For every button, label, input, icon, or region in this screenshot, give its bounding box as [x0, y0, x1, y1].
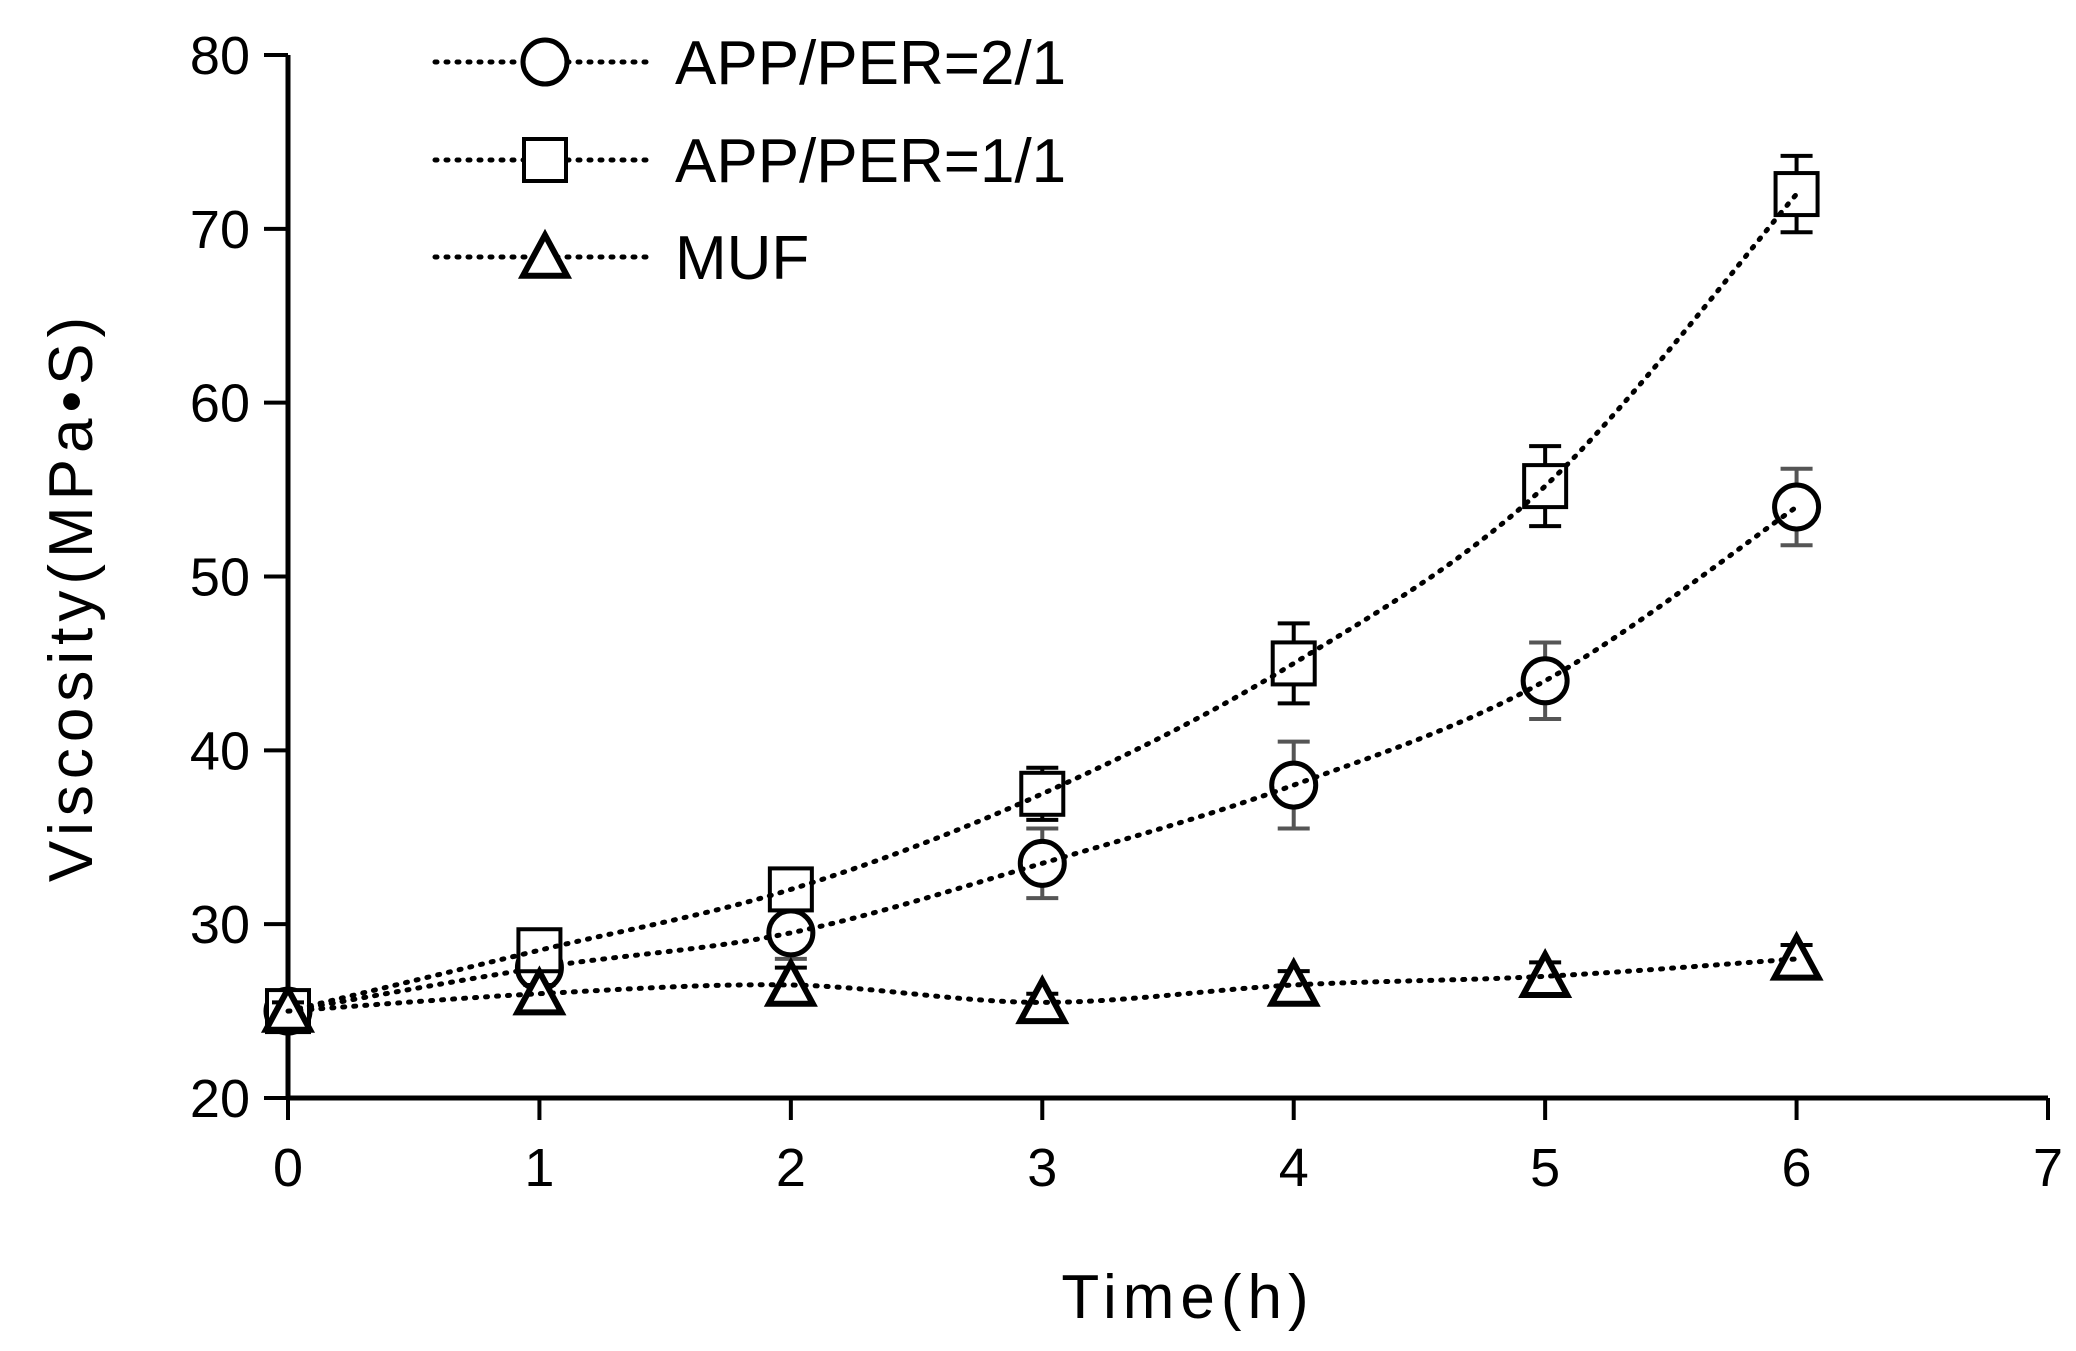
- triangle-marker: [517, 228, 573, 279]
- legend: APP/PER=2/1 APP/PER=1/1 MUF: [432, 29, 1066, 293]
- legend-entry: APP/PER=1/1: [432, 127, 1066, 196]
- series-triangle: [260, 930, 1824, 1033]
- y-tick-label: 50: [190, 548, 250, 608]
- y-axis-title: Viscosity(MPa•S): [37, 311, 106, 882]
- triangle-marker: [1769, 930, 1824, 981]
- triangle-marker: [763, 956, 818, 1007]
- x-tick-label: 2: [776, 1138, 806, 1198]
- square-marker: [516, 927, 563, 974]
- y-tick-label: 80: [190, 26, 250, 86]
- y-tick-label: 20: [190, 1069, 250, 1129]
- series-line: [285, 504, 1800, 1014]
- x-tick-label: 6: [1782, 1138, 1812, 1198]
- circle-marker: [1772, 482, 1822, 532]
- series-line: [285, 956, 1800, 1014]
- square-marker: [1019, 770, 1066, 817]
- circle-marker: [1520, 656, 1570, 706]
- x-axis-title: Time(h): [1061, 1263, 1314, 1332]
- triangle-marker: [1266, 956, 1321, 1007]
- y-tick-label: 70: [190, 200, 250, 260]
- x-tick-label: 5: [1530, 1138, 1560, 1198]
- x-tick-label: 7: [2033, 1138, 2063, 1198]
- legend-label: MUF: [675, 224, 809, 293]
- x-tick-label: 0: [273, 1138, 303, 1198]
- legend-label: APP/PER=1/1: [675, 127, 1066, 196]
- x-tick-label: 4: [1279, 1138, 1309, 1198]
- y-tick-label: 30: [190, 895, 250, 955]
- legend-label: APP/PER=2/1: [675, 29, 1066, 98]
- y-tick-label: 40: [190, 721, 250, 781]
- square-marker: [522, 137, 568, 183]
- series-circle: [263, 466, 1822, 1036]
- series-square: [265, 153, 1820, 1035]
- legend-entry: MUF: [432, 224, 809, 293]
- series-line: [285, 191, 1800, 1014]
- series-layer: [260, 153, 1824, 1036]
- y-axis-ticks: 20 30 40 50 60 70 80: [190, 26, 288, 1129]
- triangle-marker: [1518, 948, 1573, 999]
- x-axis-ticks: 0 1 2 3 4 5 6 7: [273, 1098, 2063, 1198]
- x-tick-label: 3: [1027, 1138, 1057, 1198]
- y-tick-label: 60: [190, 374, 250, 434]
- legend-entry: APP/PER=2/1: [432, 29, 1066, 98]
- triangle-marker: [1015, 974, 1070, 1025]
- x-tick-label: 1: [524, 1138, 554, 1198]
- circle-marker: [520, 37, 570, 87]
